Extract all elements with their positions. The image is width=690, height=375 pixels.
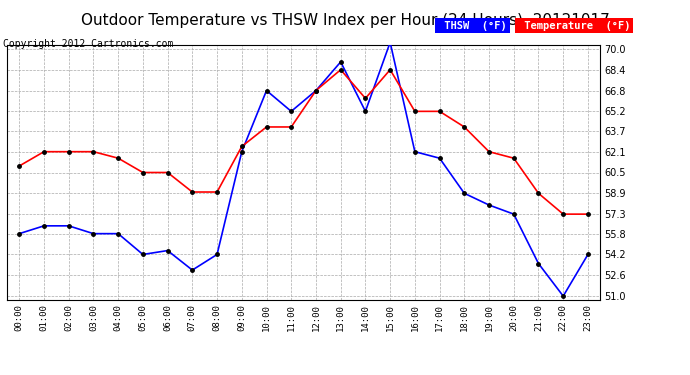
Text: THSW  (°F): THSW (°F) <box>438 21 507 31</box>
Text: Temperature  (°F): Temperature (°F) <box>518 21 630 31</box>
Text: Copyright 2012 Cartronics.com: Copyright 2012 Cartronics.com <box>3 39 174 50</box>
Text: Outdoor Temperature vs THSW Index per Hour (24 Hours)  20121017: Outdoor Temperature vs THSW Index per Ho… <box>81 13 609 28</box>
